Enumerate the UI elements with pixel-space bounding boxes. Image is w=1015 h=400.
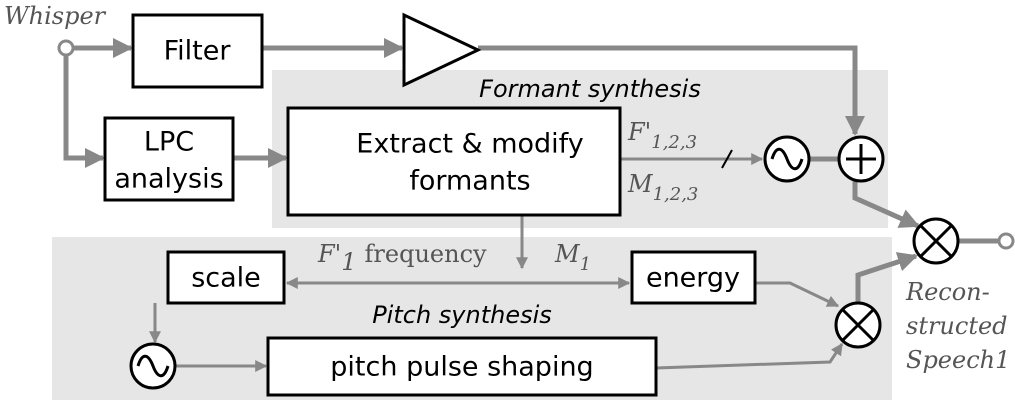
input-port (57, 39, 75, 57)
energy-label: energy (646, 263, 740, 294)
input-label: Whisper (4, 2, 107, 30)
energy-block (630, 250, 757, 305)
lpc-label: LPC (144, 127, 194, 158)
symbol: M (627, 170, 654, 198)
output-label: structed (906, 312, 1008, 340)
adder (837, 135, 885, 183)
output-port (997, 232, 1015, 250)
extract-label: formants (409, 166, 530, 197)
pulse-label: pitch pulse shaping (330, 352, 593, 383)
scale-label: scale (191, 263, 261, 294)
subscript: 1 (341, 248, 356, 276)
lpc-block (103, 116, 235, 202)
output-label: Speech1 (906, 346, 1010, 374)
multiplier (834, 301, 882, 349)
subscript: 1,2,3 (651, 132, 697, 153)
amplifier (402, 12, 482, 88)
subscript: 1 (580, 254, 591, 275)
signal-label: F'1,2,3 (627, 118, 697, 153)
symbol: M (554, 240, 581, 268)
oscillator (129, 342, 177, 390)
region-title: Formant synthesis (479, 75, 701, 103)
symbol: F' (627, 118, 651, 146)
signal-label: M1 (554, 240, 591, 275)
symbol: F' (317, 240, 341, 268)
filter-block (131, 13, 264, 89)
scale-block (166, 250, 286, 305)
signal-label: M1,2,3 (627, 170, 698, 205)
lpc-label: analysis (114, 164, 223, 195)
output-label: Recon- (905, 278, 990, 306)
region-title: Pitch synthesis (372, 301, 552, 329)
oscillator (763, 135, 811, 183)
extract-label: Extract & modify (356, 129, 583, 160)
pulse-block (266, 336, 658, 397)
multiplier (912, 217, 960, 265)
signal-text: frequency (365, 240, 487, 268)
signal-label: F'1 frequency (317, 240, 487, 276)
extract-block (286, 106, 622, 217)
filter-label: Filter (164, 36, 232, 67)
connections (63, 38, 999, 372)
subscript: 1,2,3 (653, 184, 699, 205)
